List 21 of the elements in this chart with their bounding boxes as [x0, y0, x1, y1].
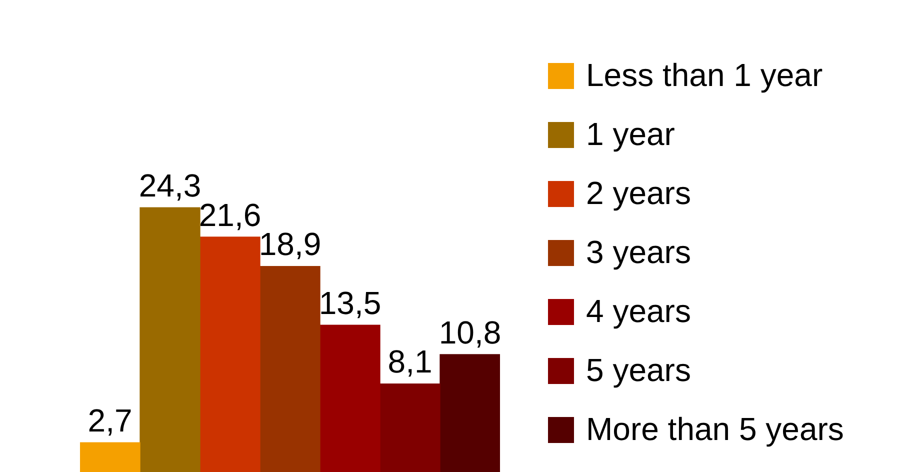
legend-label: 1 year — [586, 116, 675, 153]
bar — [380, 384, 440, 472]
legend-label: Less than 1 year — [586, 57, 823, 94]
legend-label: 5 years — [586, 352, 691, 389]
bar — [260, 266, 320, 472]
data-label: 8,1 — [388, 344, 432, 380]
data-label: 10,8 — [438, 314, 502, 350]
bar — [440, 354, 500, 472]
data-label: 2,7 — [88, 402, 132, 438]
bar — [140, 207, 200, 472]
legend-label: 4 years — [586, 293, 691, 330]
legend-label: 2 years — [586, 175, 691, 212]
bar — [80, 442, 140, 472]
data-label: 13,5 — [318, 284, 382, 321]
data-label: 18,9 — [258, 226, 322, 262]
data-label: 24,3 — [138, 167, 202, 204]
legend-label: More than 5 years — [586, 411, 844, 448]
legend-label: 3 years — [586, 234, 691, 271]
data-label: 21,6 — [198, 196, 262, 233]
bar — [200, 236, 260, 472]
bar — [320, 324, 380, 472]
